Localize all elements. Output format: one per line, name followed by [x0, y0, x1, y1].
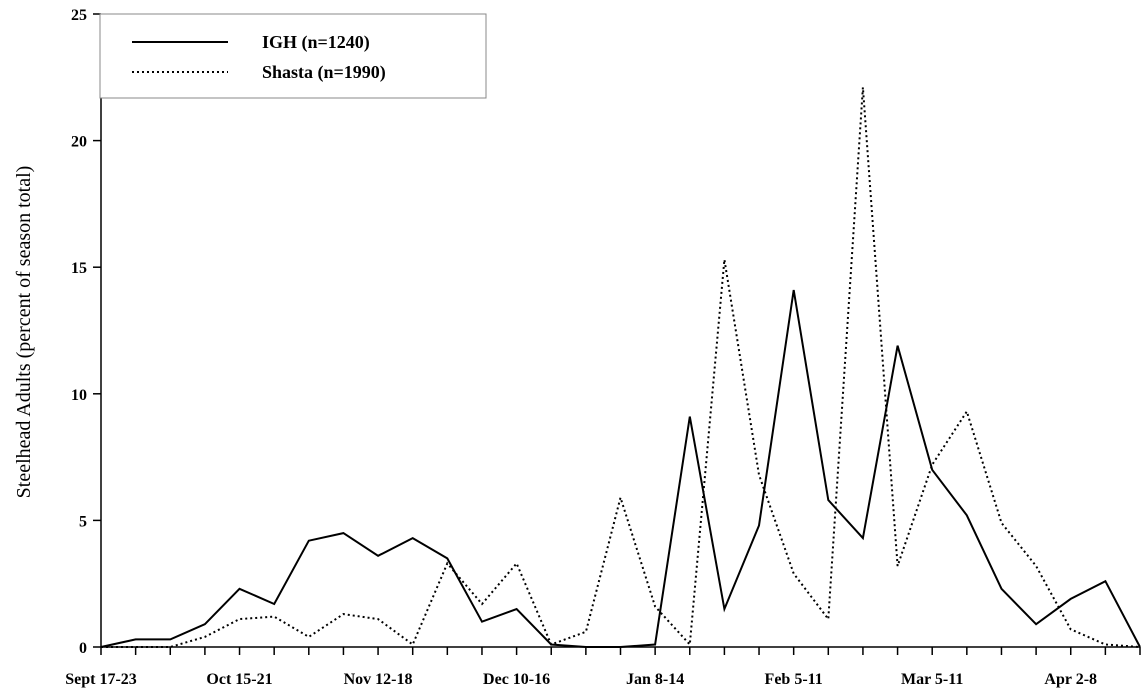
x-tick-label: Nov 12-18: [344, 671, 413, 688]
y-tick-label: 5: [79, 513, 87, 530]
x-tick-label: Oct 15-21: [206, 671, 272, 688]
y-axis-ticks: 0 5 10 15 20 25: [71, 7, 101, 657]
legend: IGH (n=1240) Shasta (n=1990): [99, 13, 487, 99]
x-axis-ticks: Sept 17-23 Oct 15-21 Nov 12-18 Dec 10-16 Jan…: [65, 647, 1141, 688]
x-tick-label: Apr 2-8: [1044, 671, 1097, 688]
x-tick-label: Dec 10-16: [483, 671, 550, 688]
legend-box: [99, 13, 487, 99]
series-lines: [100, 87, 1141, 648]
x-tick-label: Mar 5-11: [901, 671, 963, 688]
series-line-shasta: [101, 87, 1141, 648]
y-tick-label: 15: [71, 260, 87, 277]
x-tick-label: Jan 8-14: [626, 671, 684, 688]
x-tick-label: Feb 5-11: [765, 671, 823, 688]
y-tick-label: 10: [71, 387, 87, 404]
legend-label-shasta: Shasta (n=1990): [262, 62, 386, 83]
y-axis-label: Steelhead Adults (percent of season tota…: [13, 166, 35, 499]
x-tick-label: Sept 17-23: [65, 671, 137, 688]
y-tick-label: 20: [71, 134, 87, 151]
series-line-igh: [100, 289, 1141, 648]
y-tick-label: 25: [71, 7, 87, 24]
legend-label-igh: IGH (n=1240): [262, 32, 370, 53]
y-tick-label: 0: [79, 640, 87, 657]
